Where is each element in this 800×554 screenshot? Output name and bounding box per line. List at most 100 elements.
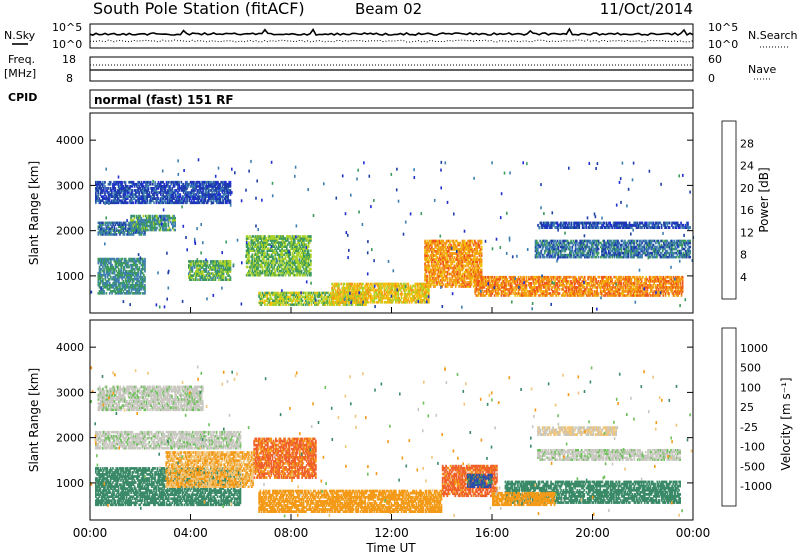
power-cell [149,228,152,232]
power-cell [140,286,143,289]
power-cell [135,277,137,281]
power-cell [436,274,439,278]
power-cell [97,281,100,285]
power-cell [118,271,120,275]
power-cell [457,264,459,268]
station-title: South Pole Station (fitACF) [93,0,305,18]
power-cell [137,283,139,287]
power-cell [295,249,297,252]
power-cell [96,199,98,203]
power-cell [107,182,110,186]
power-cell [134,199,137,203]
power-cell [162,197,164,200]
power-cell [251,241,254,244]
power-cell [125,191,128,194]
power-cell [449,239,451,243]
power-cell [362,294,364,298]
power-cell [323,303,325,306]
power-cell [118,229,120,232]
power-cell [172,185,175,188]
power-cell [168,187,170,190]
power-cell [472,260,475,264]
power-cell [282,245,285,248]
power-cell [369,288,372,292]
power-cell [112,277,114,281]
power-cell [259,291,262,295]
power-cell [322,303,324,306]
power-cell [268,299,271,302]
power-cell [309,291,312,295]
power-cell [303,271,305,275]
power-cell [446,285,449,288]
power-cell [167,224,170,228]
power-cell [443,278,446,282]
power-cell [377,292,380,296]
power-cell [199,270,202,273]
power-cell [385,282,388,286]
power-cell [389,282,391,286]
power-cell [282,237,285,240]
power-cell [457,270,459,274]
power-cell [475,278,477,282]
power-cell [470,272,473,276]
power-cell [470,278,473,282]
power-cell [123,193,126,196]
power-cell [256,265,258,269]
power-cell [104,281,107,285]
power-cell [193,272,196,275]
power-cell [356,290,358,294]
power-cell [112,233,114,236]
power-cell [310,239,312,242]
power-cell [273,265,275,269]
power-cell [157,222,159,226]
power-cell [425,283,427,286]
power-cell [279,253,281,257]
power-cell [420,299,422,302]
power-cell [454,281,457,284]
power-cell [129,269,132,273]
power-cell [99,292,102,295]
power-cell [131,263,134,267]
power-cell [201,197,203,200]
power-cell [438,274,441,278]
power-cell [251,235,254,238]
power-cell [124,263,127,267]
power-cell [306,251,309,255]
power-cell [193,201,195,205]
power-cell [428,288,430,292]
power-cell [125,195,128,198]
power-cell [280,259,282,263]
power-cell [113,221,116,225]
power-cell [116,271,119,275]
power-cell [130,257,133,261]
power-cell [105,283,108,287]
power-cell [107,225,110,228]
power-cell [391,301,394,304]
power-cell [112,229,114,232]
power-cell [221,185,224,188]
power-cell [120,261,122,265]
power-cell [207,272,210,275]
power-cell [220,189,223,192]
power-cell [409,292,412,296]
power-cell [99,277,102,281]
power-cell [297,293,299,297]
power-cell [223,180,226,184]
power-cell [215,272,218,275]
power-cell [179,201,182,205]
power-cell [470,274,473,278]
power-cell [145,185,147,188]
power-cell [429,258,432,261]
power-cell [474,241,476,245]
power-cell [463,272,466,276]
power-cell [307,235,310,238]
power-cell [137,286,139,289]
power-cell [178,197,180,200]
power-cell [258,295,260,299]
power-cell [285,301,288,304]
power-cell [160,180,162,184]
power-cell [218,185,220,188]
power-cell [269,297,272,301]
power-cell [332,296,334,300]
power-cell [471,262,474,266]
